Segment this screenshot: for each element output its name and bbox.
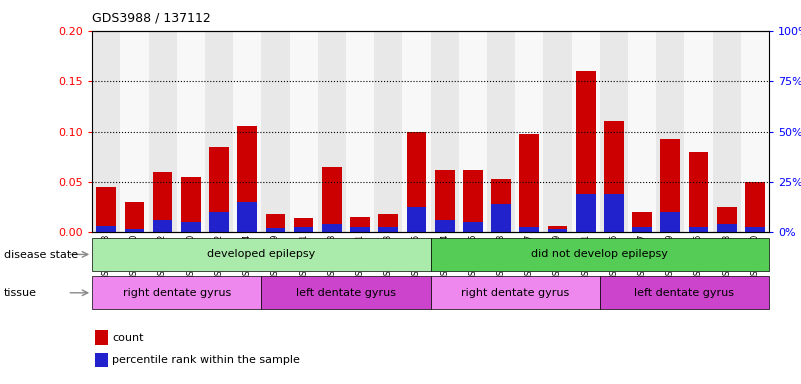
Text: tissue: tissue <box>4 288 37 298</box>
Bar <box>600 276 769 309</box>
Bar <box>660 139 680 232</box>
Bar <box>374 31 402 232</box>
Bar <box>576 71 595 232</box>
Text: left dentate gyrus: left dentate gyrus <box>634 288 735 298</box>
Bar <box>261 276 430 309</box>
Bar <box>95 353 107 367</box>
Bar <box>576 194 595 232</box>
Bar <box>430 238 769 271</box>
Bar <box>656 31 684 232</box>
Bar <box>519 227 539 232</box>
Bar <box>459 31 487 232</box>
Bar <box>660 212 680 232</box>
Bar <box>604 121 624 232</box>
Bar <box>233 31 261 232</box>
Bar <box>148 31 177 232</box>
Bar <box>684 31 713 232</box>
Bar <box>96 187 116 232</box>
Bar <box>120 31 148 232</box>
Text: percentile rank within the sample: percentile rank within the sample <box>112 355 300 365</box>
Bar <box>209 147 229 232</box>
Bar <box>92 238 430 271</box>
Bar <box>430 276 600 309</box>
Bar <box>96 226 116 232</box>
Bar <box>237 126 257 232</box>
Bar <box>407 207 426 232</box>
Bar <box>402 31 430 232</box>
Bar <box>322 167 342 232</box>
Bar <box>153 220 172 232</box>
Bar <box>266 214 285 232</box>
Bar <box>717 224 737 232</box>
Bar <box>435 220 454 232</box>
Text: right dentate gyrus: right dentate gyrus <box>461 288 570 298</box>
Bar <box>572 31 600 232</box>
Bar <box>318 31 346 232</box>
Text: left dentate gyrus: left dentate gyrus <box>296 288 396 298</box>
Bar <box>378 227 398 232</box>
Bar <box>543 31 572 232</box>
Bar <box>745 182 765 232</box>
Bar <box>266 228 285 232</box>
Text: developed epilepsy: developed epilepsy <box>207 249 316 260</box>
Bar <box>463 222 483 232</box>
Text: disease state: disease state <box>4 250 78 260</box>
Bar <box>350 217 370 232</box>
Bar <box>95 330 107 345</box>
Bar <box>124 202 144 232</box>
Bar <box>407 131 426 232</box>
Bar <box>519 134 539 232</box>
Bar <box>92 276 261 309</box>
Bar <box>435 170 454 232</box>
Bar <box>346 31 374 232</box>
Bar <box>713 31 741 232</box>
Text: right dentate gyrus: right dentate gyrus <box>123 288 231 298</box>
Bar <box>205 31 233 232</box>
Bar <box>430 31 459 232</box>
Bar <box>463 170 483 232</box>
Bar <box>294 218 313 232</box>
Bar <box>237 202 257 232</box>
Bar <box>689 227 708 232</box>
Bar <box>92 31 120 232</box>
Text: count: count <box>112 333 144 343</box>
Bar <box>604 194 624 232</box>
Bar <box>491 204 511 232</box>
Bar <box>491 179 511 232</box>
Bar <box>745 227 765 232</box>
Bar <box>689 152 708 232</box>
Bar <box>632 212 652 232</box>
Bar <box>181 177 201 232</box>
Bar <box>289 31 318 232</box>
Bar <box>181 222 201 232</box>
Bar <box>124 229 144 232</box>
Bar <box>717 207 737 232</box>
Bar <box>548 229 567 232</box>
Text: did not develop epilepsy: did not develop epilepsy <box>531 249 668 260</box>
Bar <box>177 31 205 232</box>
Bar <box>632 227 652 232</box>
Bar <box>515 31 543 232</box>
Bar <box>350 227 370 232</box>
Bar <box>322 224 342 232</box>
Bar <box>741 31 769 232</box>
Bar <box>294 227 313 232</box>
Bar <box>600 31 628 232</box>
Bar <box>153 172 172 232</box>
Bar <box>548 226 567 232</box>
Bar <box>378 214 398 232</box>
Bar <box>628 31 656 232</box>
Text: GDS3988 / 137112: GDS3988 / 137112 <box>92 12 211 25</box>
Bar <box>261 31 289 232</box>
Bar <box>209 212 229 232</box>
Bar <box>487 31 515 232</box>
